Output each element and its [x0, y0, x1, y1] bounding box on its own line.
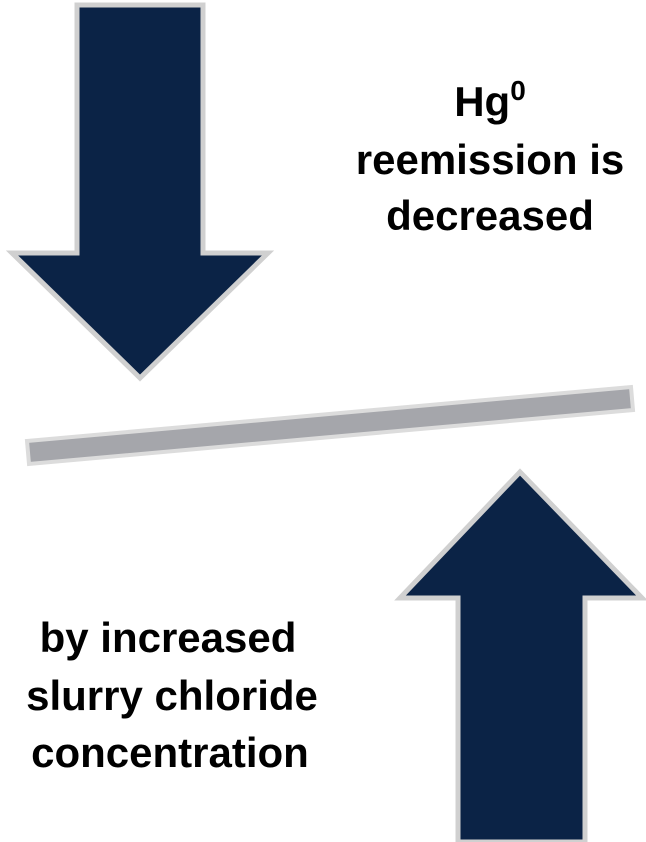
balance-bar: [24, 384, 636, 467]
top-label-line: Hg0: [454, 75, 526, 125]
bottom-label-line: by increased: [40, 614, 297, 661]
bottom-label-line: concentration: [31, 729, 309, 776]
top-label-line: decreased: [386, 192, 594, 239]
element: Hg: [454, 78, 510, 125]
down-arrow: [5, 2, 275, 382]
top-label-line: reemission is: [356, 136, 624, 183]
up-arrow: [394, 468, 646, 842]
bottom-label-line: slurry chloride: [26, 672, 318, 719]
superscript: 0: [510, 75, 526, 106]
